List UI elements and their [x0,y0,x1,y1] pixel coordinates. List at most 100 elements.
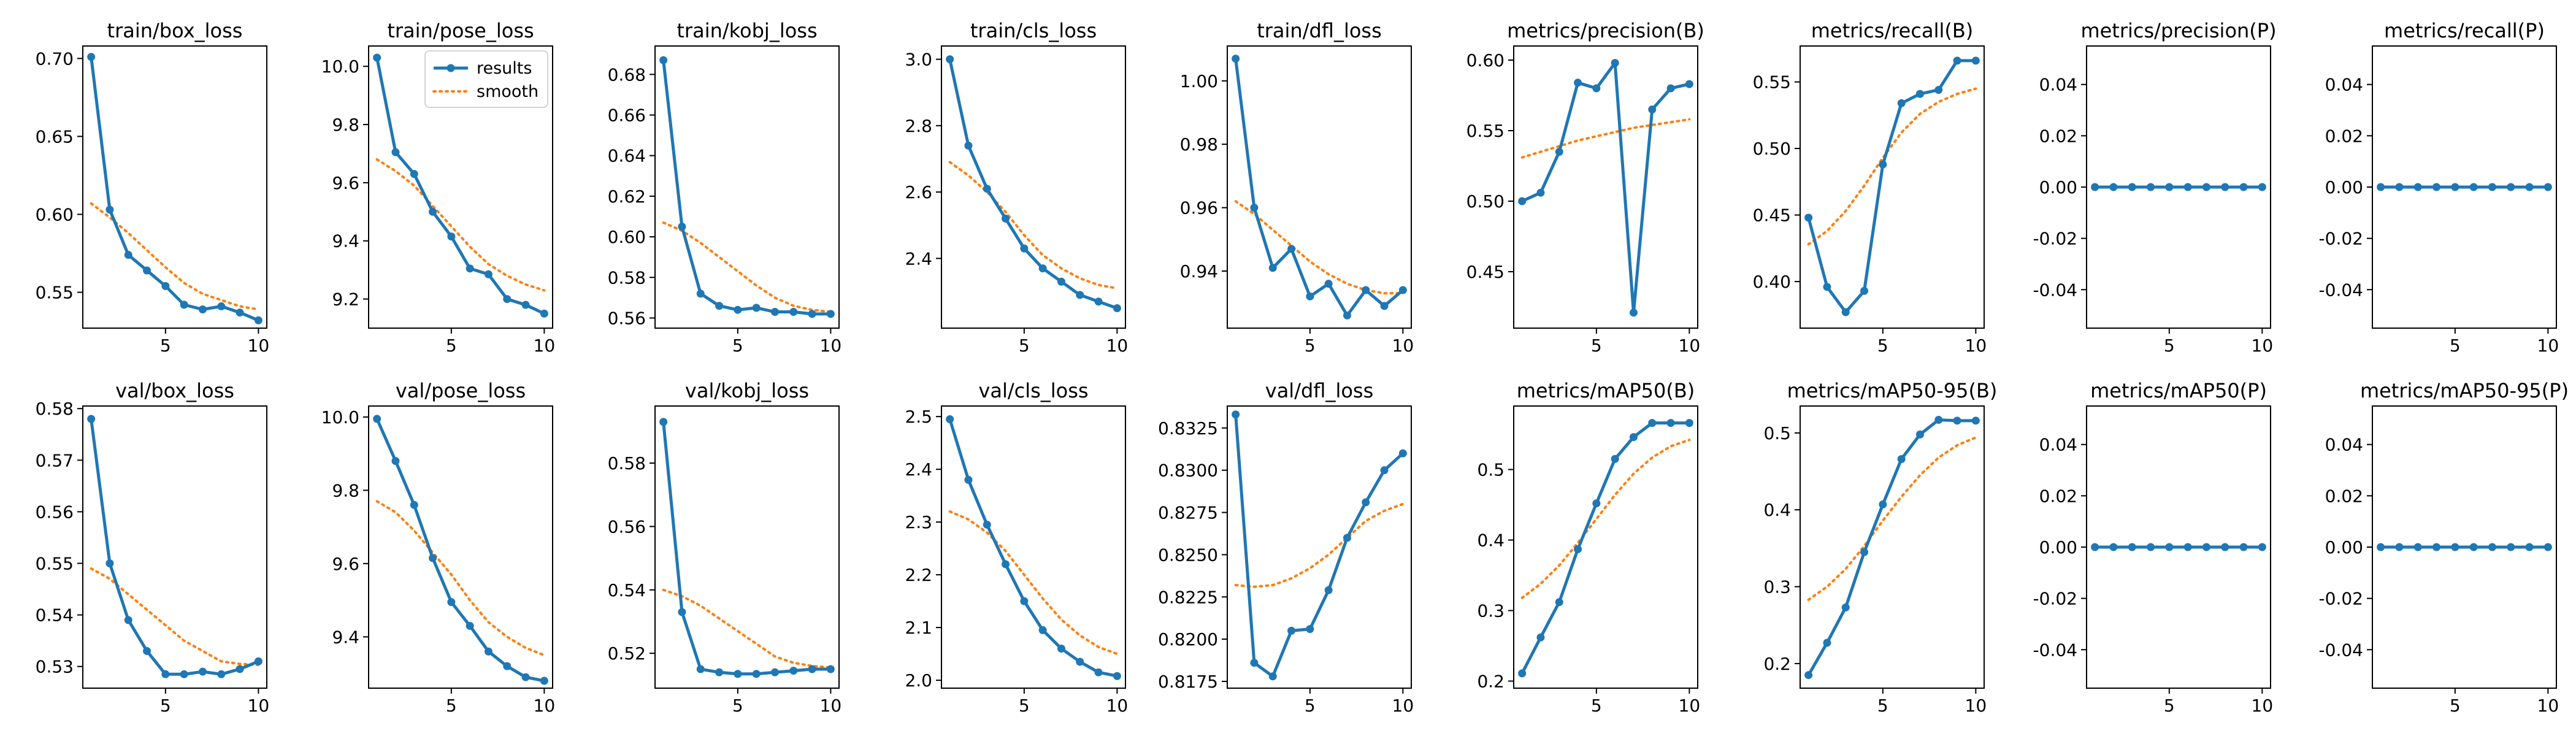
y-tick-label: 0.45 [1753,205,1791,226]
y-tick-label: 2.8 [905,116,932,136]
y-tick-label: 0.66 [608,105,646,126]
smooth-line [1234,200,1405,295]
y-tick-label: -0.04 [2033,640,2077,660]
results-point [1057,277,1065,286]
subplot-title: val/box_loss [115,379,234,402]
results-point [770,308,779,316]
results-point [1287,626,1296,635]
y-tick-label: 0.56 [608,516,646,537]
x-tick-label: 10 [1392,696,1414,716]
results-point [2451,183,2459,191]
subplot-title: val/dfl_loss [1265,379,1374,402]
results-point [87,53,96,61]
axes-frame [941,405,1126,689]
axes-frame [941,45,1126,329]
axes-frame [1513,405,1698,689]
results-point [2432,183,2441,191]
results-point [87,415,96,423]
results-point [2451,543,2459,551]
results-point [2091,543,2099,551]
results-point [124,616,132,624]
y-tick-label: 0.65 [36,126,74,147]
results-point [2165,183,2174,191]
results-point [1841,308,1850,316]
subplot-val-cls-loss: val/cls_loss 5 10 2.0 2.1 2.2 2.3 2.4 2.5 [905,379,1128,716]
subplot-metrics-map50-95-p: metrics/mAP50-95(P) 5 10 -0.04 -0.02 0.00 0.02… [2319,379,2569,716]
axes-frame [82,45,267,329]
y-tick-label: 0.68 [608,64,646,85]
results-point [1574,79,1582,87]
y-tick-label: 0.54 [608,580,646,600]
results-point [1611,454,1619,463]
results-point [1860,548,1869,556]
axes-frame [654,405,840,689]
legend: results smooth [424,50,548,108]
x-tick-label: 5 [1305,696,1316,716]
y-tick-label: 0.02 [2325,126,2363,146]
axes-frame [368,45,553,329]
results-point [808,310,816,318]
x-tick-label: 5 [1305,335,1316,356]
subplot-title: val/kobj_loss [685,379,809,402]
y-tick-label: 0.8325 [1158,418,1218,439]
results-point [678,608,686,616]
results-point [1879,500,1887,508]
results-point [1250,659,1259,667]
smooth-line [1520,439,1691,599]
results-point [1076,291,1084,299]
results-line [1520,421,1690,674]
results-point [1971,416,1980,425]
y-tick-label: 0.02 [2039,126,2077,146]
subplot-metrics-map50-95-b: metrics/mAP50-95(B) 5 10 0.2 0.3 0.4 0.5 [1763,379,1997,716]
results-point [254,316,263,324]
subplot-train-kobj-loss: train/kobj_loss 5 10 0.56 0.58 0.60 0.62 0.64 0.… [608,19,842,356]
results-point [161,670,170,678]
results-point [678,223,686,231]
results-point [1592,499,1601,508]
results-point [1232,55,1240,63]
y-tick-label: 2.5 [905,407,932,427]
results-line [1521,61,1690,315]
results-point [410,170,418,178]
axes-frame [1513,45,1698,329]
x-tick-label: 10 [1106,335,1129,356]
axes-frame [1227,405,1412,689]
smooth-line [375,158,546,292]
results-point [1324,280,1333,288]
results-line [375,57,545,315]
y-tick-label: 0.00 [2039,177,2077,197]
results-point [2543,543,2552,551]
results-point [1666,419,1675,427]
y-tick-label: -0.04 [2319,640,2363,660]
results-point [1934,86,1943,94]
y-tick-label: 0.52 [608,643,646,664]
legend-results-marker [447,64,455,72]
smooth-line [1234,502,1405,588]
results-point [466,264,474,273]
subplot-train-cls-loss: train/cls_loss 5 10 2.4 2.6 2.8 3.0 [905,19,1128,356]
results-point [1611,59,1619,67]
y-tick-label: 0.02 [2325,486,2363,506]
results-point [659,56,668,64]
results-point [1666,84,1675,93]
results-point [447,598,456,607]
x-tick-label: 5 [1877,335,1888,356]
x-tick-label: 10 [1965,696,1987,716]
results-point [1536,633,1545,642]
y-tick-label: 2.4 [905,248,932,269]
results-point [1362,286,1370,294]
y-tick-label: 0.4 [1763,500,1791,520]
axes-frame [2372,45,2557,329]
results-point [1057,645,1065,653]
smooth-line [948,161,1119,290]
y-tick-label: 0.58 [36,399,74,419]
results-point [789,308,798,316]
results-point [2258,183,2266,191]
results-point [770,668,779,677]
results-point [373,415,381,423]
results-point [808,665,816,673]
results-point [2377,543,2385,551]
axes-frame [368,405,553,689]
results-point [1076,657,1084,666]
